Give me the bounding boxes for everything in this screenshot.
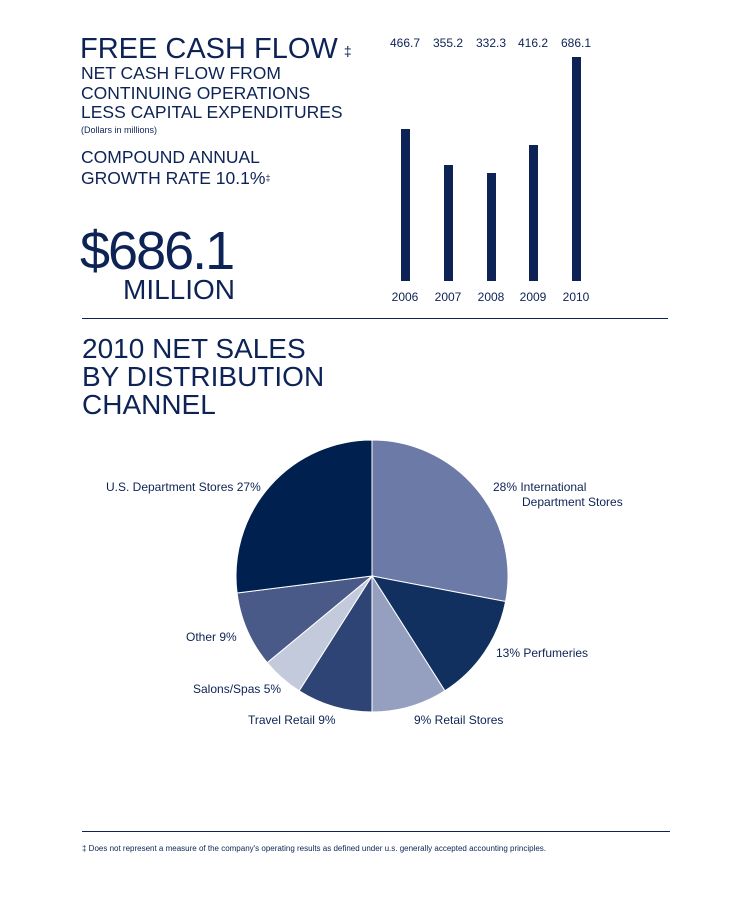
pie-label-line: Other 9% — [186, 630, 237, 644]
section-title-line: 2010 NET SALES — [82, 333, 306, 364]
cagr-line: GROWTH RATE 10.1% — [81, 168, 266, 188]
subtitle: NET CASH FLOW FROM CONTINUING OPERATIONS… — [81, 63, 343, 123]
pie-label: 13% Perfumeries — [496, 646, 588, 661]
section-title-line: BY DISTRIBUTION — [82, 361, 325, 392]
pie-slice-international-department-stores — [371, 439, 509, 603]
big-value: $686.1 — [80, 221, 235, 281]
footnote-mark: ‡ — [343, 43, 352, 59]
section-title-line: CHANNEL — [82, 389, 216, 420]
x-tick-label: 2008 — [477, 290, 505, 304]
bar-2008 — [486, 172, 496, 281]
x-tick-label: 2007 — [434, 290, 462, 304]
bar-value-label: 332.3 — [475, 36, 507, 50]
units-note: (Dollars in millions) — [81, 125, 158, 135]
pie-label-line: 13% Perfumeries — [496, 646, 589, 660]
section-title: 2010 NET SALES BY DISTRIBUTION CHANNEL — [82, 335, 324, 419]
cagr: COMPOUND ANNUAL GROWTH RATE 10.1%‡ — [81, 147, 270, 189]
pie-label-line: U.S. Department Stores 27% — [106, 480, 261, 494]
subtitle-line: NET CASH FLOW FROM — [81, 63, 281, 83]
pie-label: 28% International Department Stores — [493, 480, 623, 510]
bar-value-label: 416.2 — [517, 36, 549, 50]
pie-label-line: 28% International — [493, 480, 587, 494]
pie-label: Other 9% — [186, 630, 237, 645]
pie-label-line: Department Stores — [522, 495, 623, 509]
bar-value-label: 466.7 — [389, 36, 421, 50]
footnote-mark: ‡ — [265, 173, 271, 183]
subtitle-line: CONTINUING OPERATIONS — [81, 82, 311, 103]
pie-label: 9% Retail Stores — [414, 713, 503, 728]
big-unit: MILLION — [123, 274, 236, 305]
cagr-line: COMPOUND ANNUAL — [81, 147, 260, 167]
bar-2009 — [528, 145, 538, 281]
bar-2007 — [443, 165, 453, 281]
bar-2010 — [571, 57, 581, 281]
pie-label: U.S. Department Stores 27% — [106, 480, 261, 495]
x-tick-label: 2009 — [519, 290, 547, 304]
bar-value-label: 686.1 — [560, 36, 592, 50]
pie-label-line: Salons/Spas 5% — [193, 682, 282, 696]
divider — [82, 318, 668, 319]
subtitle-line: LESS CAPITAL EXPENDITURES — [81, 102, 343, 122]
x-tick-label: 2010 — [562, 290, 590, 304]
title: FREE CASH FLOW ‡ — [80, 33, 352, 65]
bar-2006 — [400, 128, 410, 281]
pie-label: Travel Retail 9% — [248, 713, 336, 728]
footnote: ‡ Does not represent a measure of the co… — [82, 844, 547, 853]
pie-slice-perfumeries — [370, 575, 507, 692]
divider — [82, 831, 670, 832]
pie-label-line: 9% Retail Stores — [414, 713, 504, 727]
pie-slice-u-s-department-stores — [235, 439, 373, 594]
pie-label-line: Travel Retail 9% — [248, 713, 336, 727]
pie-label: Salons/Spas 5% — [193, 682, 281, 697]
x-tick-label: 2006 — [391, 290, 419, 304]
title-text: FREE CASH FLOW — [80, 33, 338, 65]
bar-value-label: 355.2 — [432, 36, 464, 50]
